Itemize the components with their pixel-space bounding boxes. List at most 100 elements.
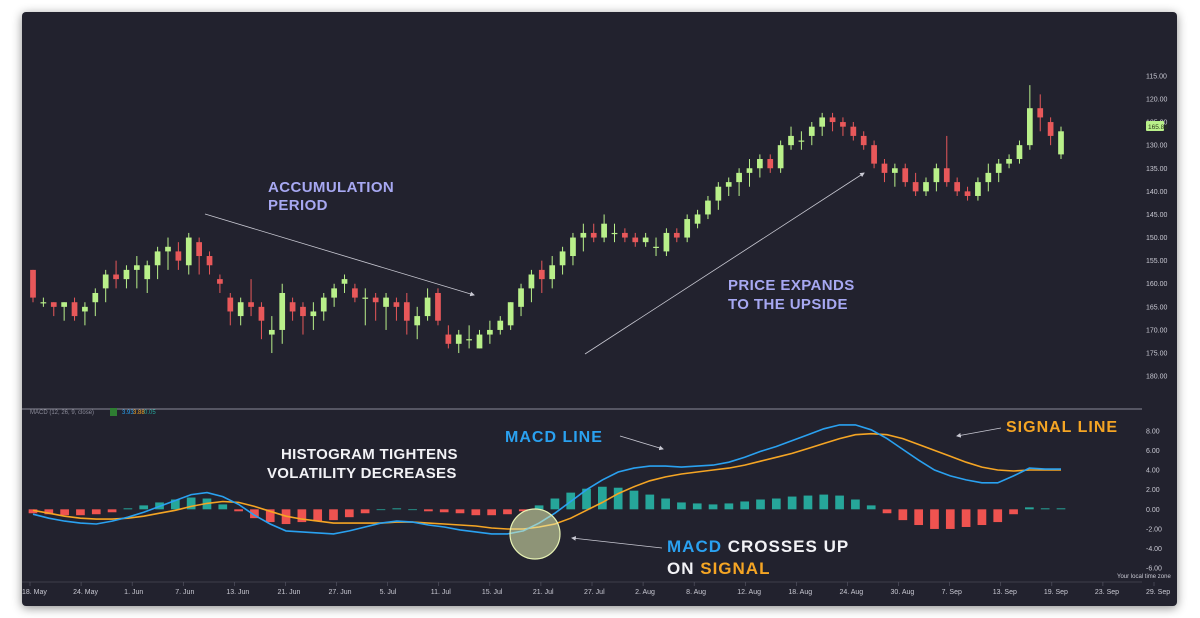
candle-down	[258, 306, 265, 321]
accumulation-label-line2: PERIOD	[268, 197, 328, 214]
candle-up	[570, 237, 576, 257]
candle-down	[217, 279, 223, 284]
macd-axis-tick: 4.00	[1146, 468, 1160, 475]
macd-line-arrow	[619, 435, 664, 451]
candle-down	[289, 302, 296, 312]
candle-down	[840, 122, 846, 127]
legend-eye-icon[interactable]	[110, 408, 117, 416]
candle-up	[933, 168, 940, 183]
x-axis-tick-label: 18. Aug	[788, 589, 812, 596]
x-axis-tick-label: 7. Jun	[175, 589, 194, 596]
histogram-bar-negative	[250, 509, 259, 519]
candle-down	[881, 163, 888, 173]
candle-up	[237, 302, 244, 317]
macd-legend-name: MACD (12, 26, 9, close)	[30, 410, 94, 416]
x-axis-tick-label: 30. Aug	[891, 589, 915, 596]
x-axis-tick-label: 7. Sep	[942, 589, 962, 596]
candle-up	[559, 251, 566, 266]
candle-up	[653, 246, 659, 248]
candle-up	[725, 182, 732, 187]
candle-down	[113, 274, 119, 280]
candle-up	[144, 265, 151, 280]
macd-axis-tick: 6.00	[1146, 448, 1160, 455]
candle-up	[331, 288, 337, 298]
histogram-bar-negative	[993, 509, 1003, 523]
candle-down	[954, 182, 961, 192]
candle-up	[487, 329, 493, 335]
candle-up	[268, 329, 275, 335]
histogram-bar-positive	[1025, 507, 1034, 510]
candle-up	[819, 117, 826, 127]
histogram-bar-positive	[756, 499, 765, 510]
x-axis-tick-label: 13. Sep	[993, 589, 1017, 596]
candle-up	[320, 297, 327, 312]
x-axis-tick-label: 5. Jul	[380, 589, 397, 596]
macd-axis-tick: 2.00	[1146, 487, 1160, 494]
histogram-bar-negative	[439, 509, 449, 513]
candle-up	[310, 311, 317, 317]
histogram-bar-positive	[1056, 508, 1066, 510]
histogram-bar-negative	[1009, 509, 1018, 515]
x-axis-tick-label: 1. Jun	[124, 589, 143, 596]
candle-up	[694, 214, 701, 224]
candle-up	[466, 339, 472, 341]
histogram-bar-positive	[740, 501, 750, 510]
candle-down	[632, 237, 639, 243]
candle-up	[476, 334, 483, 349]
candle-up	[611, 232, 618, 235]
macd-axis-tick: 8.00	[1146, 428, 1160, 435]
price-axis-tick: 115.00	[1146, 73, 1167, 80]
histogram-label-line2: VOLATILITY DECREASES	[267, 465, 457, 482]
histogram-bar-positive	[139, 505, 149, 510]
price-axis-tick: 170.00	[1146, 327, 1168, 334]
candle-down	[1047, 122, 1054, 136]
histogram-bar-positive	[550, 498, 560, 510]
x-axis-tick-label: 8. Aug	[686, 589, 706, 596]
x-axis-tick-label: 12. Aug	[737, 589, 761, 596]
candle-down	[175, 251, 182, 261]
chart-window: 180.00 175.00 170.00 165.00 160.00 155.00 150.…	[22, 12, 1177, 606]
price-axis-tick: 155.00	[1146, 258, 1168, 265]
candle-down	[912, 182, 919, 192]
candle-up	[133, 265, 140, 270]
price-axis-tick: 140.00	[1146, 189, 1168, 196]
histogram-bar-positive	[851, 499, 860, 510]
candle-up	[82, 306, 88, 312]
candle-up	[154, 251, 161, 266]
candle-up	[362, 297, 369, 299]
candle-up	[1006, 159, 1012, 164]
x-axis-tick-label: 2. Aug	[635, 589, 655, 596]
histogram-bar-negative	[60, 509, 69, 516]
histogram-bar-negative	[44, 509, 54, 515]
candle-up	[788, 135, 794, 146]
candle-down	[403, 302, 410, 321]
histogram-bar-negative	[471, 509, 481, 516]
candle-down	[196, 242, 202, 257]
candle-down	[902, 168, 909, 183]
histogram-bar-negative	[91, 509, 101, 515]
candle-up	[528, 274, 535, 289]
price-axis-tick: 135.00	[1146, 166, 1168, 173]
price-axis-tick: 180.00	[1146, 374, 1168, 381]
histogram-bar-positive	[645, 494, 655, 510]
candle-down	[829, 117, 836, 123]
histogram-bar-positive	[677, 502, 686, 510]
x-axis-tick-label: 27. Jun	[329, 589, 352, 596]
crossover-label-line2: ON SIGNAL	[667, 559, 770, 578]
candle-down	[300, 306, 306, 317]
histogram-bar-negative	[265, 509, 275, 523]
price-axis-tick: 175.00	[1146, 351, 1168, 358]
candle-up	[808, 126, 815, 136]
candle-up	[663, 232, 670, 252]
macd-legend-macd: 3.93	[122, 410, 134, 416]
histogram-bar-positive	[771, 498, 781, 510]
histogram-bar-negative	[344, 509, 354, 518]
candle-up	[746, 168, 753, 173]
histogram-bar-negative	[503, 509, 512, 515]
histogram-bar-positive	[218, 504, 228, 510]
price-expands-label-line1: PRICE EXPANDS	[728, 277, 855, 294]
candle-down	[206, 256, 213, 266]
price-axis-tick: 165.00	[1146, 304, 1168, 311]
candle-up	[601, 223, 607, 238]
crossover-label-line1: MACD CROSSES UP	[667, 537, 849, 556]
